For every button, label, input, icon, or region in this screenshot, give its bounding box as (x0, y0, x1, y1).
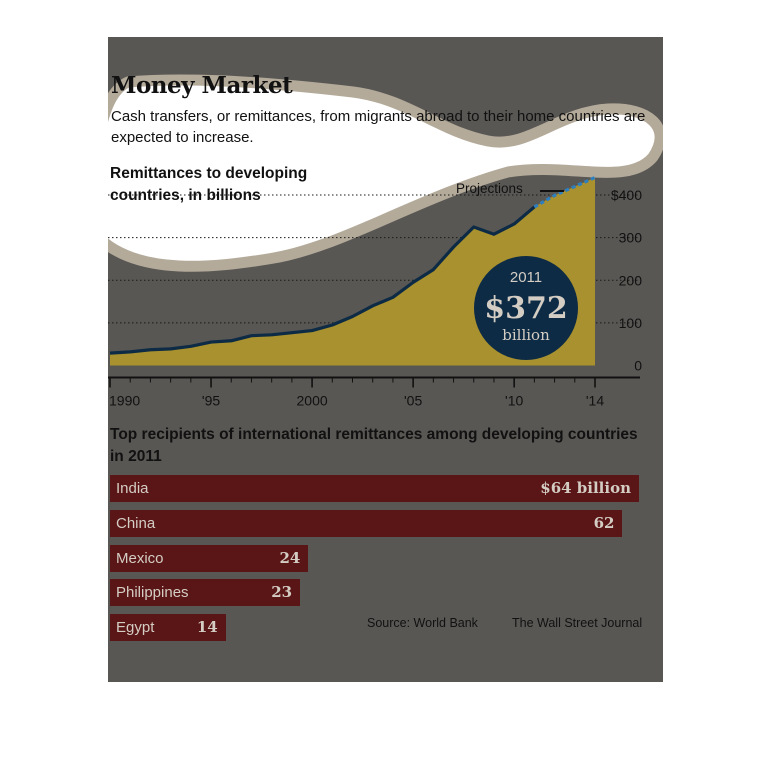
bar-label: Philippines (116, 584, 189, 602)
bar-india: India $64 billion (110, 475, 639, 502)
area-chart: 1990 '95 2000 '05 '10 '14 0 100 200 300 $400 2011… (108, 176, 643, 409)
chart-title: Remittances to developing countries, in … (110, 165, 308, 204)
x-tick-label: '05 (404, 393, 422, 409)
bar-value-label: 23 (271, 583, 293, 602)
page-title: Money Market (111, 72, 293, 99)
x-tick-label: '95 (202, 393, 220, 409)
callout-year: 2011 (510, 269, 542, 286)
bar-value-label: 14 (196, 618, 218, 637)
y-tick-label: 0 (634, 358, 642, 374)
bar-value-label: 62 (593, 513, 615, 532)
y-tick-label: 200 (619, 272, 643, 288)
highlight-blob (108, 74, 663, 272)
remittance-area (110, 177, 595, 366)
bar-value-label: $64 billion (540, 479, 631, 497)
remittance-line (109, 205, 536, 355)
callout-value: $372 (484, 291, 568, 326)
bar-philippines: Philippines 23 (110, 579, 301, 607)
projections-label: Projections (456, 181, 523, 196)
callout-2011: 2011 $372 billion (474, 256, 578, 360)
x-tick-label: '14 (586, 393, 604, 409)
source-note: Source: World Bank (367, 616, 478, 630)
projection-line (533, 176, 596, 209)
y-tick-label: 100 (619, 315, 643, 331)
y-tick-label: 300 (619, 230, 643, 246)
infographic-panel: 1990 '95 2000 '05 '10 '14 0 100 200 300 $400 2011… (108, 37, 663, 682)
bar-label: Mexico (116, 549, 164, 567)
callout-circle (474, 256, 578, 360)
publisher-credit: The Wall Street Journal (512, 616, 643, 630)
bar-value-label: 24 (279, 548, 301, 567)
bar-label: India (116, 480, 149, 497)
x-tick-label: '10 (505, 393, 523, 409)
projections-leader-line (540, 190, 564, 192)
bar-label: China (116, 514, 156, 532)
callout-unit: billion (502, 326, 550, 344)
y-tick-label: $400 (611, 187, 642, 203)
bar-egypt: Egypt 14 (110, 614, 226, 642)
bar-mexico: Mexico 24 (110, 544, 309, 572)
bar-label: Egypt (116, 619, 155, 637)
bar-chart-title: Top recipients of international remittan… (110, 426, 638, 465)
page-subtitle: Cash transfers, or remittances, from mig… (111, 108, 646, 146)
x-tick-label: 1990 (109, 393, 140, 409)
highlight-shape (108, 74, 663, 272)
x-tick-label: 2000 (297, 393, 328, 409)
bar-china: China 62 (110, 509, 623, 537)
